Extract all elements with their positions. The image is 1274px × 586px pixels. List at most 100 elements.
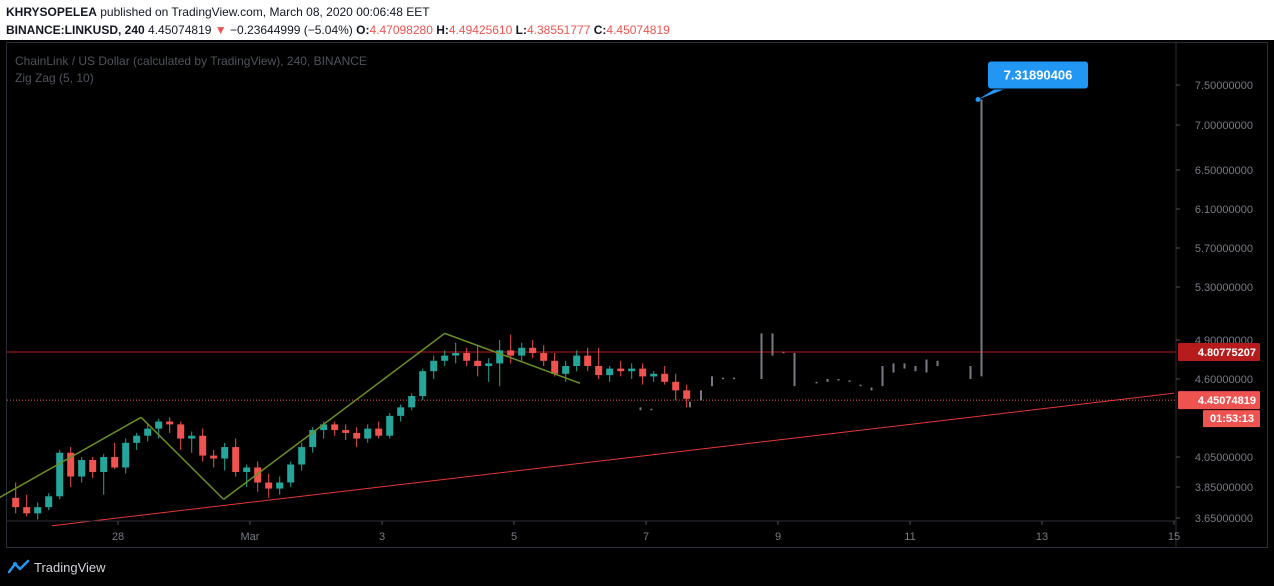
publish-text: published on TradingView.com, March 08, … [100,5,430,19]
candle-body [177,424,185,439]
candle-body [221,447,229,459]
projection-bar [733,377,735,380]
support-trendline [51,392,1175,527]
candle-body [485,363,493,366]
zigzag-segment [140,416,225,500]
candle-body [573,355,581,366]
candle-body [320,424,328,431]
projection-bar [722,377,724,380]
candle-body [122,442,130,468]
high-label: H: [436,23,449,37]
projection-bar [782,351,785,354]
candle-body [276,482,284,489]
projection-bar [870,387,873,391]
candle-body [34,507,42,514]
last-price-label-bg [1178,391,1260,410]
publish-info: KHRYSOPELEA published on TradingView.com… [6,5,430,19]
candle-body [188,435,196,439]
candle-body [67,452,75,477]
author-name[interactable]: KHRYSOPELEA [6,5,97,19]
candle-body [441,355,449,361]
candle-body [661,373,669,382]
projection-bar [848,380,851,382]
candle-body [331,424,339,431]
time-tick-label: 15 [1168,531,1180,543]
target-callout-bg [988,61,1088,89]
projection-bar [859,384,862,387]
candle-body [133,435,141,443]
time-tick-label: 9 [775,531,781,543]
projection-bar [925,359,928,373]
zigzag-segment [0,416,142,499]
candle-body [23,507,31,514]
candle-body [353,432,361,439]
candle-body [617,368,625,372]
candle-body [364,428,372,439]
candle-body [529,347,537,353]
candle-body [430,360,438,372]
close-value: 4.45074819 [606,23,670,37]
candle-body [265,482,273,489]
price-tick-label: 6.50000000 [1195,165,1253,177]
candle-body [551,360,559,374]
projection-bar [639,407,642,411]
open-label: O: [356,23,370,37]
publish-header: KHRYSOPELEA published on TradingView.com… [0,0,1274,40]
candle-body [474,360,482,366]
candle-body [210,455,218,459]
target-callout-label: 7.31890406 [1004,67,1073,82]
close-label: C: [593,23,607,37]
candle-body [45,496,53,508]
low-value: 4.38551777 [526,23,591,37]
projection-bar [700,390,702,401]
candle-body [56,452,64,497]
price-chart[interactable]: 7.50000000 7.00000000 6.50000000 6.10000000… [0,0,1274,550]
price-tick-label: 3.65000000 [1195,513,1253,525]
candle-body [342,430,350,433]
candle-body [595,366,603,376]
legend-title: ChainLink / US Dollar (calculated by Tra… [15,54,367,68]
candle-body [78,460,86,477]
countdown-label: 01:53:13 [1210,413,1254,425]
price-tick-label: 7.50000000 [1195,80,1253,92]
footer: TradingView [0,550,1274,586]
open-value: 4.47098280 [369,23,433,37]
projection-bar [711,376,713,387]
candle-body [155,421,163,429]
projection-bar [689,401,691,408]
target-pointer [978,89,1004,100]
candle-body [375,428,383,436]
time-tick-label: 11 [904,531,915,543]
price-tick-label: 4.05000000 [1195,452,1253,464]
candle-body [496,350,504,364]
zigzag-segment [444,332,581,384]
candle-body [144,428,152,436]
candle-body [309,430,317,448]
candle-body [100,457,108,472]
tradingview-brand[interactable]: TradingView [34,560,106,575]
projection-bar [837,379,840,381]
resistance-price-label: 4.80775207 [1198,347,1256,359]
time-tick-label: 7 [643,531,649,543]
price-tick-label: 5.70000000 [1195,243,1253,255]
projection-bar [760,333,763,379]
last-price: 4.45074819 [148,23,212,37]
candle-body [287,464,295,483]
candle-body [166,421,174,425]
price-tick-label: 3.85000000 [1195,482,1253,494]
projection-bar [892,363,895,373]
projection-bar [826,379,829,382]
projection-bar [936,360,939,366]
candle-body [452,353,460,356]
candle-body [507,350,515,356]
candle-body [232,447,240,472]
time-tick-label: 28 [112,531,124,543]
projection-bar [815,381,818,384]
projection-bar [881,366,884,387]
price-tick-label: 6.10000000 [1195,204,1253,216]
candle-body [518,347,526,356]
projection-bar [914,366,917,372]
zigzag-segment [223,332,446,500]
legend-indicator[interactable]: Zig Zag (5, 10) [15,71,94,85]
candle-body [419,371,427,397]
